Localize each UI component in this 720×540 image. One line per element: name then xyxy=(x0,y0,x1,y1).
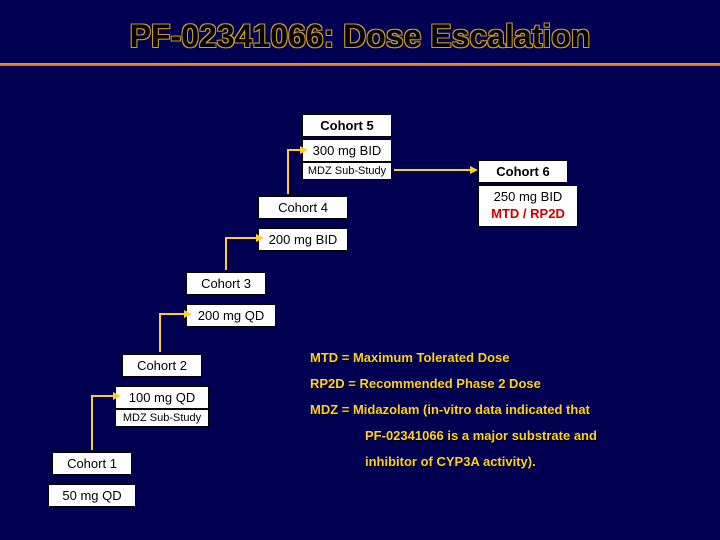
legend-mdz1: MDZ = Midazolam (in-vitro data indicated… xyxy=(310,399,590,421)
cohort6-label: Cohort 6 xyxy=(478,160,568,183)
legend-mdz2: PF-02341066 is a major substrate and xyxy=(365,425,597,447)
cohort2-sub: MDZ Sub-Study xyxy=(115,409,209,427)
title-text: PF-02341066: Dose Escalation xyxy=(130,18,591,54)
cohort6-dose-box: 250 mg BID MTD / RP2D xyxy=(478,185,578,227)
cohort2-dose: 100 mg QD xyxy=(115,386,209,409)
title-underline xyxy=(0,63,720,66)
cohort2-label: Cohort 2 xyxy=(122,354,202,377)
cohort3-label: Cohort 3 xyxy=(186,272,266,295)
page-title: PF-02341066: Dose Escalation xyxy=(0,0,720,55)
cohort5-sub: MDZ Sub-Study xyxy=(302,162,392,180)
legend-mtd: MTD = Maximum Tolerated Dose xyxy=(310,347,510,369)
legend-mdz3: inhibitor of CYP3A activity). xyxy=(365,451,536,473)
cohort1-dose: 50 mg QD xyxy=(48,484,136,507)
cohort4-dose: 200 mg BID xyxy=(258,228,348,251)
cohort6-dose: 250 mg BID xyxy=(487,189,569,206)
cohort5-dose: 300 mg BID xyxy=(302,139,392,162)
legend-rp2d: RP2D = Recommended Phase 2 Dose xyxy=(310,373,541,395)
cohort6-mtd: MTD / RP2D xyxy=(487,206,569,223)
cohort4-label: Cohort 4 xyxy=(258,196,348,219)
cohort5-label: Cohort 5 xyxy=(302,114,392,137)
cohort3-dose: 200 mg QD xyxy=(186,304,276,327)
cohort1-label: Cohort 1 xyxy=(52,452,132,475)
